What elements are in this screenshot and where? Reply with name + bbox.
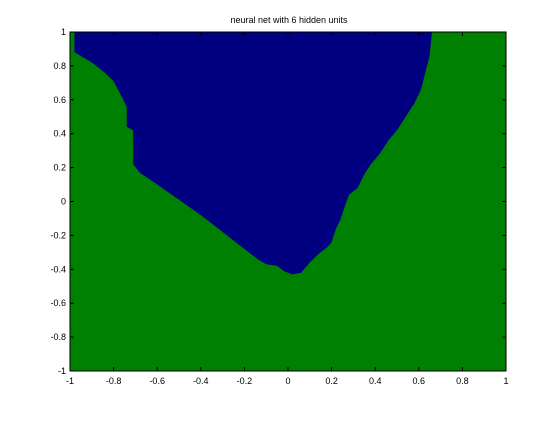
x-tick-label: 0.8 [456,376,469,386]
y-tick-label: -0.2 [50,230,66,240]
y-tick-label: -0.4 [50,264,66,274]
x-tick-label: -0.8 [106,376,122,386]
x-tick-label: 1 [503,376,508,386]
y-tick-label: -0.8 [50,332,66,342]
y-axis-ticks: -1 -0.8 -0.6 -0.4 -0.2 0 0.2 0.4 0.6 0.8 1 [50,27,506,376]
x-tick-label: -0.4 [193,376,209,386]
y-tick-label: 0.6 [53,95,66,105]
y-tick-label: 0.2 [53,163,66,173]
x-tick-label: -1 [66,376,74,386]
plot-area [69,31,507,372]
y-tick-label: 0.8 [53,61,66,71]
y-tick-label: 0.4 [53,129,66,139]
y-tick-label: 1 [61,27,66,37]
y-tick-label: -0.6 [50,298,66,308]
chart-title: neural net with 6 hidden units [230,15,348,25]
x-tick-label: -0.2 [237,376,253,386]
x-tick-label: 0.6 [413,376,426,386]
x-axis-ticks: -1 -0.8 -0.6 -0.4 -0.2 0 0.2 0.4 0.6 0.8 1 [66,32,509,386]
y-tick-label: -1 [58,366,66,376]
x-tick-label: 0.4 [369,376,382,386]
y-tick-label: 0 [61,197,66,207]
x-tick-label: 0 [285,376,290,386]
x-tick-label: -0.6 [149,376,165,386]
x-tick-label: 0.2 [325,376,338,386]
region-upper [74,32,432,275]
